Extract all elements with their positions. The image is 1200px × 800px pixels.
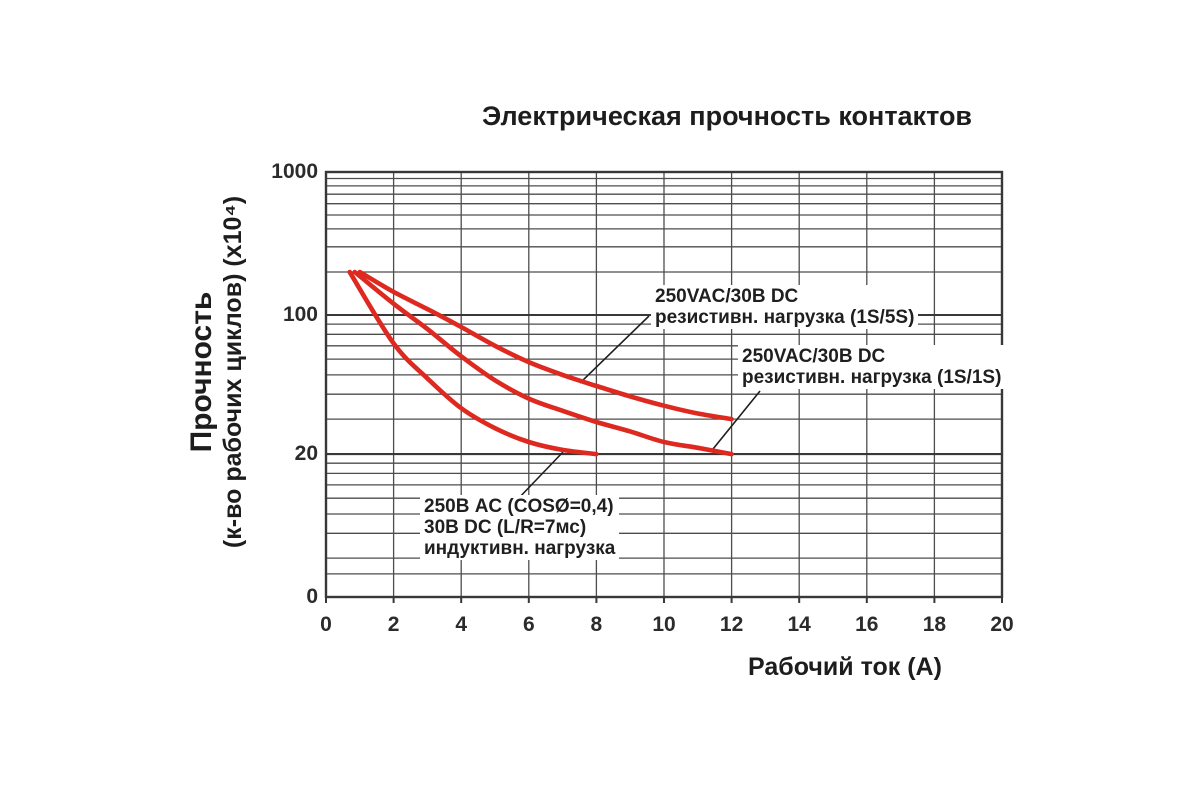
x-tick-label: 2 — [387, 613, 400, 636]
x-tick-label: 12 — [719, 613, 744, 636]
annotation-resistive-1s1s: 250VAC/30В DC резистивн. нагрузка (1S/1S) — [738, 345, 1006, 389]
annotation-line: индуктивн. нагрузка — [424, 538, 616, 559]
annotation-line: 30В DC (L/R=7мс) — [424, 517, 587, 538]
curve-series-0 — [357, 269, 734, 422]
leader-line — [712, 390, 761, 450]
chart-title: Электрическая прочность контактов — [481, 101, 973, 131]
x-tick-label: 6 — [522, 613, 535, 636]
x-tick-label: 8 — [590, 613, 603, 636]
y-tick-label: 1000 — [271, 160, 318, 183]
annotation-line: резистивн. нагрузка (1S/1S) — [742, 367, 1002, 388]
y-tick-label: 100 — [282, 303, 318, 326]
leader-line — [515, 451, 564, 502]
x-tick-label: 20 — [990, 613, 1014, 636]
annotation-line: 250VAC/30В DC — [655, 286, 799, 307]
y-tick-label: 0 — [306, 585, 318, 608]
annotation-line: резистивн. нагрузка (1S/5S) — [655, 307, 915, 328]
x-tick-label: 14 — [787, 613, 811, 636]
x-tick-label: 0 — [320, 613, 332, 636]
x-tick-label: 4 — [455, 613, 468, 636]
annotation-line: 250В AC (COSØ=0,4) — [424, 496, 614, 517]
curve-series-2 — [347, 269, 599, 457]
x-tick-label: 16 — [855, 613, 879, 636]
leader-line — [579, 315, 650, 384]
x-axis-label: Рабочий ток (А) — [748, 653, 942, 681]
annotation-resistive-1s5s: 250VAC/30В DC резистивн. нагрузка (1S/5S) — [651, 285, 919, 329]
curve-series-1 — [352, 269, 734, 457]
y-tick-label: 20 — [294, 442, 318, 466]
annotation-line: 250VAC/30В DC — [742, 346, 886, 367]
x-tick-label: 10 — [652, 613, 676, 636]
x-tick-label: 18 — [922, 613, 947, 636]
annotation-inductive: 250В AC (COSØ=0,4) 30В DC (L/R=7мс) индукт… — [420, 495, 620, 560]
